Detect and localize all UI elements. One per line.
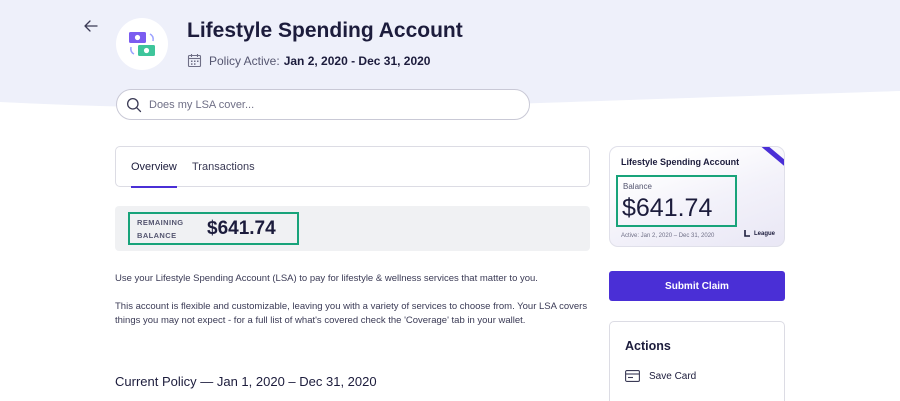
league-logo-icon [744, 230, 750, 237]
remaining-balance-label: REMAINING BALANCE [137, 216, 199, 242]
remaining-balance-value: $641.74 [207, 217, 276, 239]
card-icon [625, 370, 640, 382]
remaining-balance-panel: REMAINING BALANCE $641.74 [115, 206, 590, 251]
header-background [0, 0, 900, 109]
description-paragraph-1: Use your Lifestyle Spending Account (LSA… [115, 273, 538, 284]
save-card-action[interactable]: Save Card [625, 370, 696, 382]
arrow-left-icon [84, 20, 98, 32]
brand-name: League [754, 230, 776, 237]
brand-logo: League [744, 230, 775, 237]
remaining-balance-highlight: REMAINING BALANCE $641.74 [128, 212, 299, 245]
calendar-icon [187, 54, 202, 68]
remaining-balance-label-line2: BALANCE [137, 230, 177, 240]
policy-active-line: Policy Active: Jan 2, 2020 - Dec 31, 202… [187, 53, 430, 68]
remaining-balance-label-line1: REMAINING [137, 217, 184, 227]
current-policy-heading: Current Policy — Jan 1, 2020 – Dec 31, 2… [115, 374, 377, 389]
actions-card: Actions Save Card [609, 321, 785, 401]
tabs-bar: Overview Transactions [115, 146, 590, 188]
submit-claim-button[interactable]: Submit Claim [609, 271, 785, 301]
policy-dates: Jan 2, 2020 - Dec 31, 2020 [283, 53, 431, 68]
save-card-label: Save Card [649, 370, 697, 382]
wallet-card[interactable]: Lifestyle Spending Account Balance $641.… [609, 146, 785, 247]
wallet-balance-highlight: Balance $641.74 [616, 175, 737, 227]
description-paragraph-2: This account is flexible and customizabl… [115, 301, 588, 326]
policy-label: Policy Active: [209, 53, 280, 68]
search-input[interactable] [149, 98, 509, 111]
page-title: Lifestyle Spending Account [187, 19, 463, 42]
money-exchange-icon [129, 32, 155, 56]
wallet-active-dates: Active: Jan 2, 2020 – Dec 31, 2020 [621, 233, 715, 239]
tab-overview[interactable]: Overview [131, 147, 177, 188]
search-bar[interactable] [116, 89, 530, 120]
wallet-balance-value: $641.74 [622, 194, 713, 222]
actions-title: Actions [625, 339, 671, 353]
back-button[interactable] [80, 15, 102, 37]
wallet-card-name: Lifestyle Spending Account [621, 157, 740, 167]
wallet-balance-label: Balance [623, 182, 652, 191]
app-icon [116, 18, 168, 70]
card-ribbon [761, 147, 784, 173]
tab-transactions[interactable]: Transactions [192, 161, 255, 173]
search-icon [126, 97, 142, 112]
